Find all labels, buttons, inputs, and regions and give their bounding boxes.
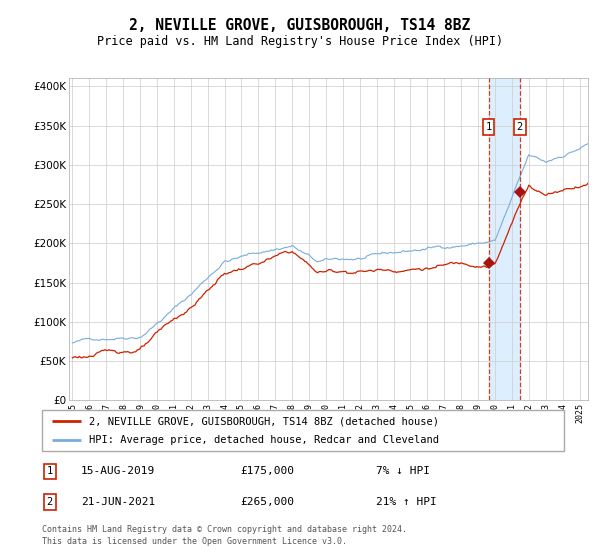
Text: 2, NEVILLE GROVE, GUISBOROUGH, TS14 8BZ (detached house): 2, NEVILLE GROVE, GUISBOROUGH, TS14 8BZ … [89, 417, 439, 426]
Text: 2: 2 [517, 122, 523, 132]
Text: 1: 1 [485, 122, 492, 132]
Text: 7% ↓ HPI: 7% ↓ HPI [376, 466, 430, 476]
FancyBboxPatch shape [42, 410, 564, 451]
Text: Contains HM Land Registry data © Crown copyright and database right 2024.
This d: Contains HM Land Registry data © Crown c… [42, 525, 407, 546]
Bar [488, 78, 520, 400]
Text: 2, NEVILLE GROVE, GUISBOROUGH, TS14 8BZ: 2, NEVILLE GROVE, GUISBOROUGH, TS14 8BZ [130, 18, 470, 32]
Text: 21-JUN-2021: 21-JUN-2021 [81, 497, 155, 507]
Text: £175,000: £175,000 [241, 466, 295, 476]
Text: 2: 2 [47, 497, 53, 507]
Text: Price paid vs. HM Land Registry's House Price Index (HPI): Price paid vs. HM Land Registry's House … [97, 35, 503, 49]
Text: 15-AUG-2019: 15-AUG-2019 [81, 466, 155, 476]
Text: HPI: Average price, detached house, Redcar and Cleveland: HPI: Average price, detached house, Redc… [89, 435, 439, 445]
Text: 1: 1 [47, 466, 53, 476]
Text: £265,000: £265,000 [241, 497, 295, 507]
Text: 21% ↑ HPI: 21% ↑ HPI [376, 497, 437, 507]
